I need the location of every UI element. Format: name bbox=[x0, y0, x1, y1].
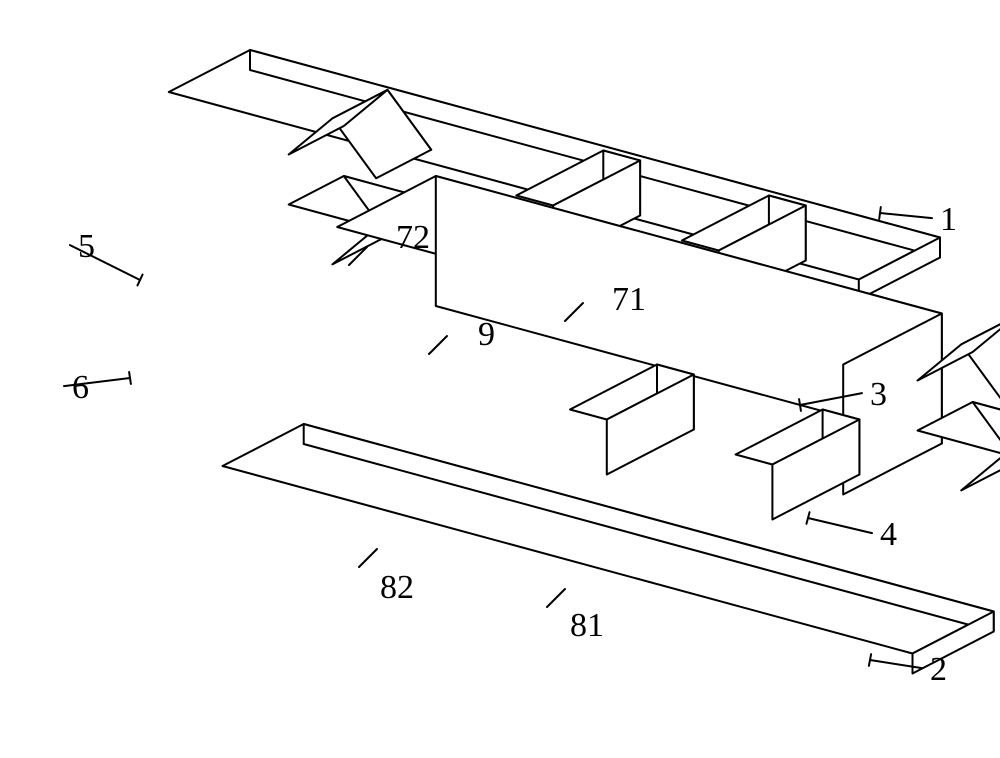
svg-text:2: 2 bbox=[930, 651, 947, 688]
svg-text:1: 1 bbox=[940, 201, 957, 238]
svg-text:9: 9 bbox=[478, 316, 495, 353]
svg-text:81: 81 bbox=[570, 607, 604, 644]
diagram-canvas: 1 2 3 4 5 6 9 71 72 81 82 bbox=[0, 0, 1000, 758]
svg-text:72: 72 bbox=[396, 219, 430, 256]
svg-text:3: 3 bbox=[870, 376, 887, 413]
svg-text:5: 5 bbox=[78, 228, 95, 265]
svg-text:82: 82 bbox=[380, 569, 414, 606]
svg-text:4: 4 bbox=[880, 516, 897, 553]
svg-text:71: 71 bbox=[612, 281, 646, 318]
svg-text:6: 6 bbox=[72, 369, 89, 406]
